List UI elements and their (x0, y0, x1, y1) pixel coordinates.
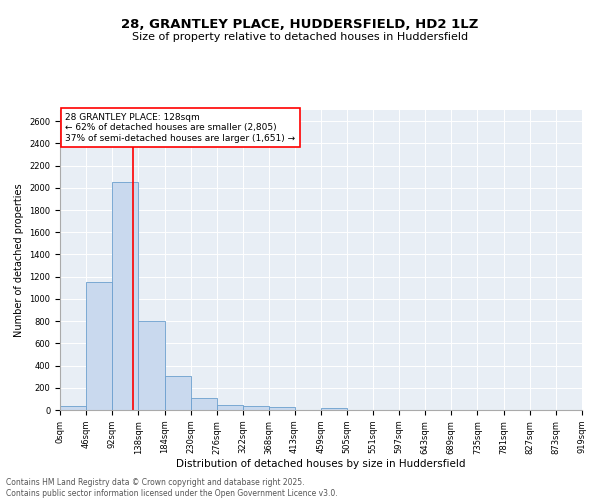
X-axis label: Distribution of detached houses by size in Huddersfield: Distribution of detached houses by size … (176, 460, 466, 469)
Text: 28 GRANTLEY PLACE: 128sqm
← 62% of detached houses are smaller (2,805)
37% of se: 28 GRANTLEY PLACE: 128sqm ← 62% of detac… (65, 113, 295, 143)
Bar (112, 182, 139, 410)
Bar (243, 406, 269, 410)
Bar (191, 398, 217, 410)
Bar (139, 321, 164, 410)
Bar (321, 408, 347, 410)
Text: 28, GRANTLEY PLACE, HUDDERSFIELD, HD2 1LZ: 28, GRANTLEY PLACE, HUDDERSFIELD, HD2 1L… (121, 18, 479, 30)
Y-axis label: Number of detached properties: Number of detached properties (14, 183, 23, 337)
Bar (60, 406, 86, 410)
Text: Size of property relative to detached houses in Huddersfield: Size of property relative to detached ho… (132, 32, 468, 42)
Bar (86, 282, 112, 410)
Text: Contains HM Land Registry data © Crown copyright and database right 2025.
Contai: Contains HM Land Registry data © Crown c… (6, 478, 338, 498)
Bar (217, 405, 243, 410)
Bar (269, 407, 295, 410)
Bar (164, 376, 191, 410)
